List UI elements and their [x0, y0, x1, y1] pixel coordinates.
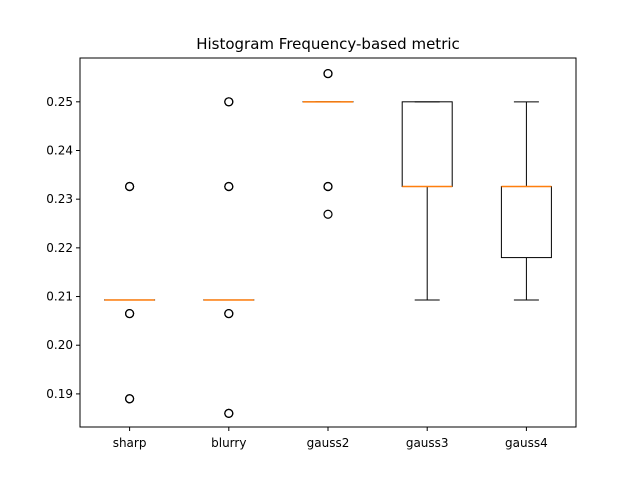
x-tick-label: sharp: [113, 436, 147, 450]
y-tick-label: 0.24: [46, 143, 73, 157]
flier-point: [224, 97, 234, 107]
x-tick-label: gauss3: [406, 436, 449, 450]
y-tick-label: 0.21: [46, 290, 73, 304]
box-gauss3: [401, 101, 453, 301]
flier-point: [224, 408, 234, 418]
flier-point: [224, 181, 234, 192]
box-blurry: [203, 97, 255, 418]
box-iqr: [401, 101, 453, 188]
y-tick-label: 0.19: [46, 387, 73, 401]
y-tick-label: 0.23: [46, 192, 73, 206]
box-sharp: [104, 181, 156, 404]
y-tick-label: 0.22: [46, 241, 73, 255]
box-iqr: [500, 186, 552, 259]
x-tick-label: gauss2: [307, 436, 350, 450]
flier-point: [125, 181, 135, 192]
x-axis: sharp blurry gauss2 gauss3 gauss4: [113, 427, 548, 450]
chart-title: Histogram Frequency-based metric: [196, 35, 460, 53]
flier-point: [323, 68, 333, 79]
x-tick-label: gauss4: [505, 436, 548, 450]
y-tick-label: 0.20: [46, 338, 73, 352]
flier-point: [125, 394, 135, 404]
flier-point: [224, 308, 234, 319]
flier-point: [125, 308, 135, 319]
x-tick-label: blurry: [211, 436, 246, 450]
box-gauss2: [302, 68, 354, 219]
flier-point: [323, 209, 333, 219]
y-axis: 0.19 0.20 0.21 0.22 0.23 0.24 0.25: [46, 95, 80, 401]
axes-frame: [79, 57, 577, 428]
flier-point: [323, 181, 333, 192]
y-tick-label: 0.25: [46, 95, 73, 109]
box-series: [104, 68, 552, 418]
box-gauss4: [500, 101, 552, 301]
